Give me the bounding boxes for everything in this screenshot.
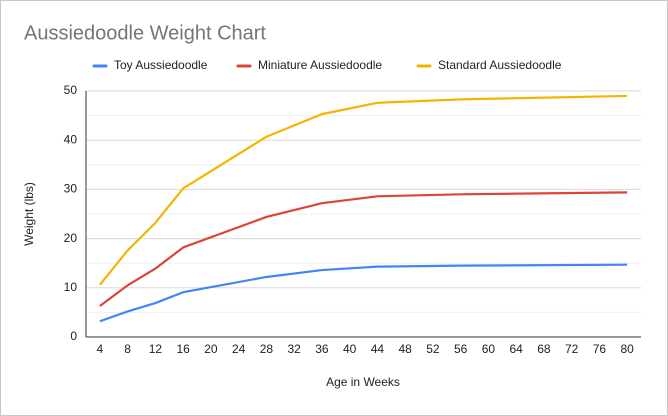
y-tick-label: 30	[64, 182, 78, 196]
y-tick-label: 20	[64, 231, 78, 245]
legend-label: Miniature Aussiedoodle	[258, 58, 382, 72]
series-line	[99, 191, 628, 307]
x-tick-label: 16	[176, 342, 190, 356]
x-tick-label: 8	[124, 342, 131, 356]
x-tick-label: 44	[371, 342, 385, 356]
x-tick-label: 60	[482, 342, 496, 356]
x-tick-label: 40	[343, 342, 357, 356]
series-line	[99, 94, 628, 286]
x-tick-label: 52	[426, 342, 440, 356]
x-tick-label: 12	[149, 342, 163, 356]
x-tick-label: 64	[509, 342, 523, 356]
chart-title: Aussiedoodle Weight Chart	[24, 22, 266, 44]
x-tick-label: 68	[537, 342, 551, 356]
y-tick-label: 50	[64, 83, 78, 97]
y-tick-label: 10	[64, 280, 78, 294]
x-axis-label: Age in Weeks	[326, 375, 400, 389]
x-tick-label: 48	[398, 342, 412, 356]
x-tick-label: 4	[97, 342, 104, 356]
x-tick-label: 28	[260, 342, 274, 356]
series-line	[99, 263, 628, 323]
x-tick-label: 72	[565, 342, 579, 356]
y-tick-label: 40	[64, 132, 78, 146]
x-tick-label: 24	[232, 342, 246, 356]
x-tick-label: 80	[620, 342, 634, 356]
y-axis-label: Weight (lbs)	[22, 182, 36, 246]
x-tick-label: 56	[454, 342, 468, 356]
x-tick-label: 36	[315, 342, 329, 356]
x-tick-label: 76	[593, 342, 607, 356]
legend-label: Standard Aussiedoodle	[438, 58, 562, 72]
legend-label: Toy Aussiedoodle	[114, 58, 208, 72]
y-tick-label: 0	[70, 329, 77, 343]
x-tick-label: 32	[287, 342, 301, 356]
x-tick-label: 20	[204, 342, 218, 356]
